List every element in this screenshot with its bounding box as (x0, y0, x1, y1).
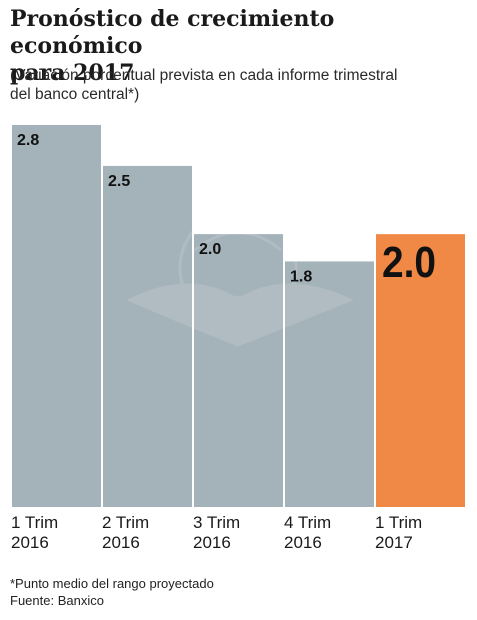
bar-1 (12, 125, 101, 507)
bar-4 (285, 261, 374, 507)
chart-subtitle-line-2: del banco central*) (10, 86, 140, 103)
chart-subtitle-line-1: (Variación porcentual prevista en cada i… (10, 67, 398, 84)
value-label-4: 1.8 (290, 268, 312, 285)
value-label-1: 2.8 (17, 132, 39, 149)
category-label-2-line-1: 2 Trim (102, 513, 149, 532)
category-label-4-line-1: 4 Trim (284, 513, 331, 532)
category-label-3-line-2: 2016 (193, 533, 231, 552)
value-label-5: 2.0 (382, 238, 436, 287)
chart-title-line-2: para 2017 (10, 60, 135, 86)
footnote: *Punto medio del rango proyectado (10, 576, 214, 591)
category-label-3-line-1: 3 Trim (193, 513, 240, 532)
source-note: Fuente: Banxico (10, 593, 104, 608)
value-label-3: 2.0 (199, 241, 221, 258)
category-label-5-line-1: 1 Trim (375, 513, 422, 532)
value-label-group: 2.8 2.5 2.0 1.8 2.0 (17, 132, 436, 287)
bar-3 (194, 234, 283, 507)
value-label-2: 2.5 (108, 173, 130, 190)
bar-group (12, 125, 465, 507)
bar-2 (103, 165, 192, 507)
chart-title-line-1: Pronóstico de crecimiento económico (10, 6, 335, 59)
category-label-4-line-2: 2016 (284, 533, 322, 552)
category-label-1-line-2: 2016 (11, 533, 49, 552)
category-label-1-line-1: 1 Trim (11, 513, 58, 532)
category-label-5-line-2: 2017 (375, 533, 413, 552)
category-label-2-line-2: 2016 (102, 533, 140, 552)
chart-title: Pronóstico de crecimiento económico para… (10, 6, 470, 87)
bar-5 (376, 234, 465, 507)
watermark-seal-icon (126, 208, 354, 347)
chart-subtitle: (Variación porcentual prevista en cada i… (10, 66, 470, 104)
